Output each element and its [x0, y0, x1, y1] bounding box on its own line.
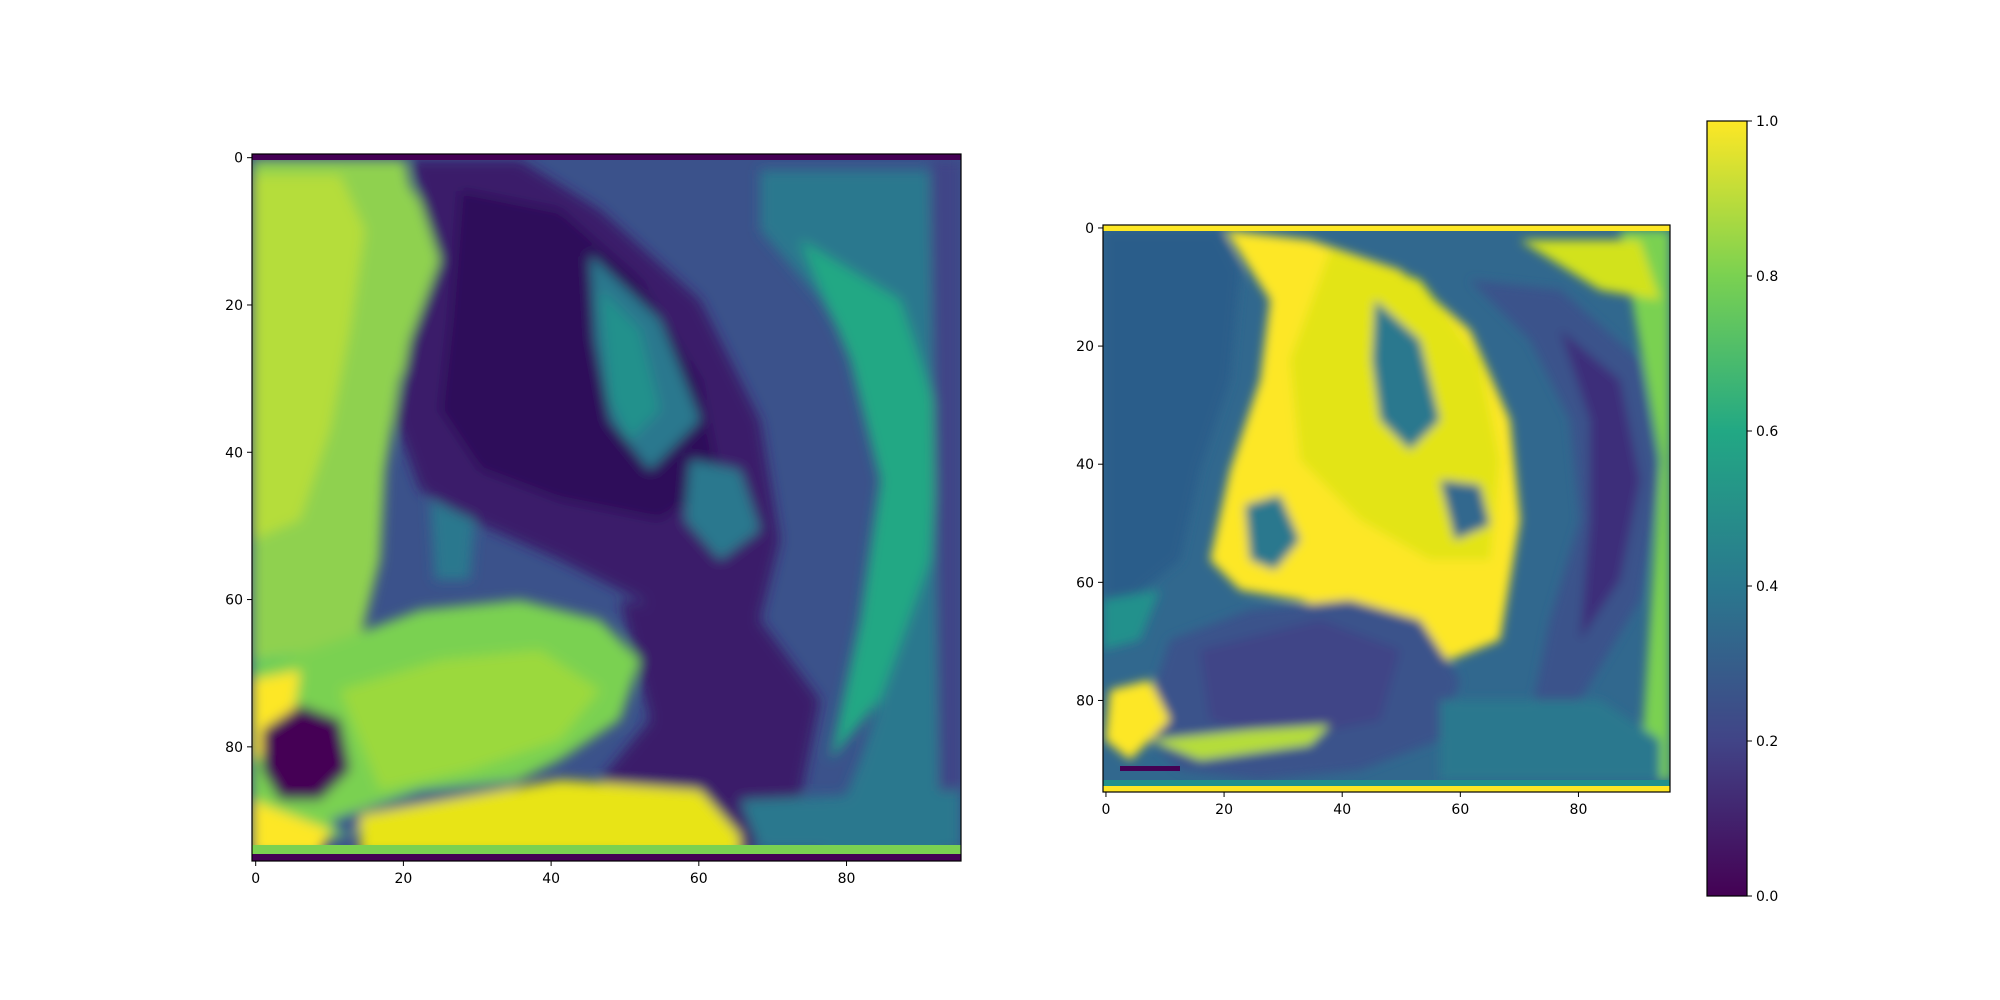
heatmap-right-y-axis: 0 20 40 60 80 — [1076, 221, 1103, 709]
heatmap-right-frame — [1102, 224, 1671, 793]
heatmap-right-x-axis: 0 20 40 60 80 — [1101, 792, 1587, 818]
heatmap-right-y-tick-label: 0 — [1085, 221, 1094, 237]
heatmap-right-x-tick-label: 40 — [1333, 802, 1351, 818]
heatmap-right: 0 20 40 60 80 0 20 40 60 80 — [1076, 221, 1671, 818]
heatmap-left-x-tick-label: 60 — [690, 871, 708, 887]
heatmap-left-x-tick-label: 0 — [251, 871, 260, 887]
heatmap-left-x-axis: 0 20 40 60 80 — [251, 861, 855, 887]
colorbar-axis: 0.0 0.2 0.4 0.6 0.8 1.0 — [1747, 114, 1778, 905]
heatmap-left-x-tick-label: 20 — [394, 871, 412, 887]
heatmap-left-x-tick-label: 80 — [838, 871, 856, 887]
heatmap-left-frame — [251, 153, 962, 862]
colorbar-tick-label: 0.8 — [1756, 269, 1778, 285]
colorbar-tick-label: 1.0 — [1756, 114, 1778, 130]
colorbar-tick-label: 0.6 — [1756, 424, 1778, 440]
heatmap-right-x-tick-label: 0 — [1101, 802, 1110, 818]
heatmap-right-y-tick-label: 40 — [1076, 457, 1094, 473]
heatmap-left-y-tick-label: 0 — [234, 151, 243, 167]
heatmap-left-y-tick-label: 40 — [225, 445, 243, 461]
colorbar-tick-label: 0.0 — [1756, 889, 1778, 905]
heatmap-left-y-tick-label: 20 — [225, 298, 243, 314]
colorbar-tick-label: 0.2 — [1756, 734, 1778, 750]
heatmap-left-y-tick-label: 60 — [225, 593, 243, 609]
colorbar-tick-label: 0.4 — [1756, 579, 1778, 595]
heatmap-left-y-axis: 0 20 40 60 80 — [225, 151, 252, 756]
heatmap-right-y-tick-label: 60 — [1076, 575, 1094, 591]
heatmap-right-image — [1103, 225, 1670, 792]
colorbar-gradient — [1706, 120, 1748, 897]
heatmap-left-y-tick-label: 80 — [225, 740, 243, 756]
heatmap-right-x-tick-label: 60 — [1451, 802, 1469, 818]
heatmap-right-y-tick-label: 80 — [1076, 693, 1094, 709]
colorbar: 0.0 0.2 0.4 0.6 0.8 1.0 — [1706, 114, 1778, 905]
heatmap-right-x-tick-label: 80 — [1570, 802, 1588, 818]
heatmap-left-image — [252, 154, 961, 861]
heatmap-left: 0 20 40 60 80 0 20 40 60 80 — [225, 151, 962, 887]
heatmap-right-y-tick-label: 20 — [1076, 339, 1094, 355]
heatmap-right-x-tick-label: 20 — [1215, 802, 1233, 818]
heatmap-left-x-tick-label: 40 — [542, 871, 560, 887]
